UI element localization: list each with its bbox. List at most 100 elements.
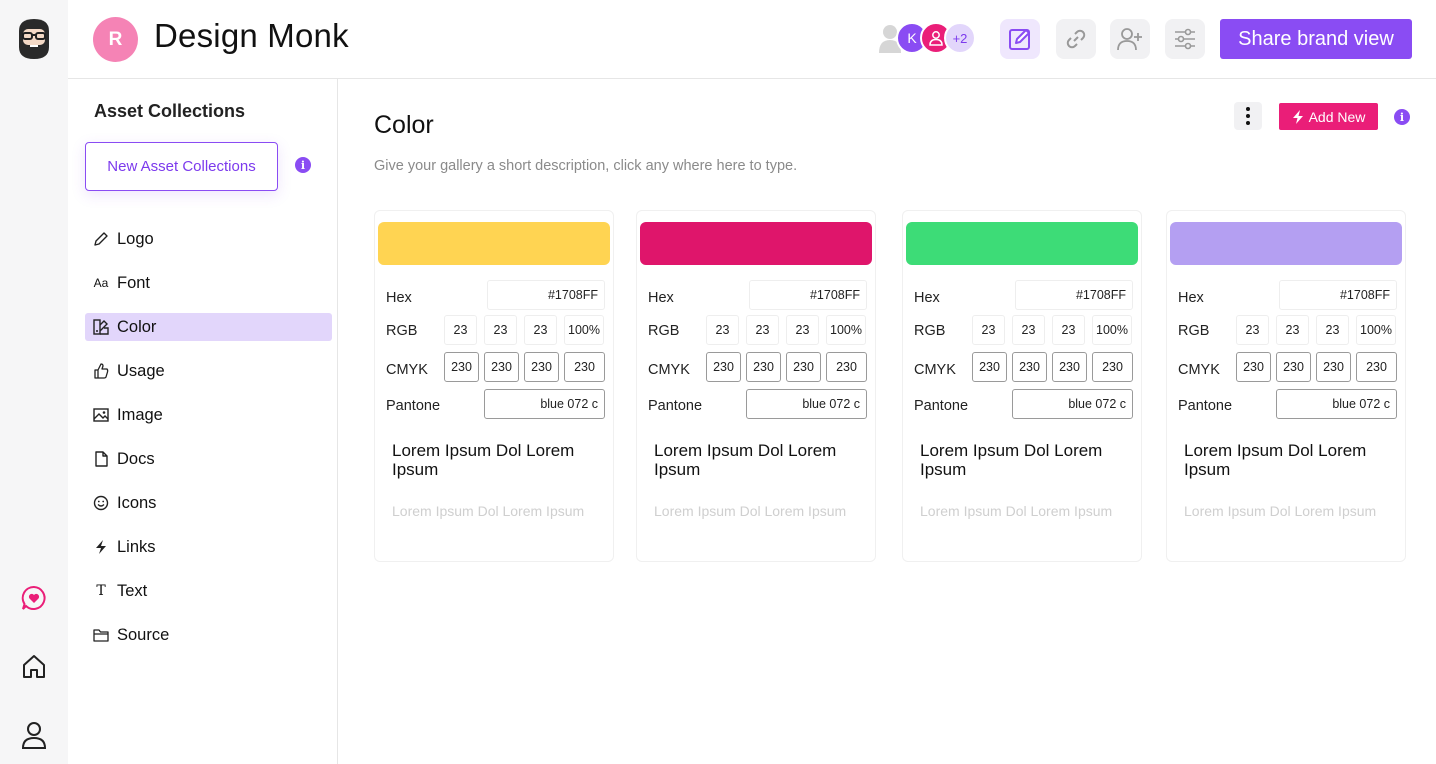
sidebar-item-icons[interactable]: Icons — [85, 489, 332, 517]
rgb-field[interactable]: 100% — [564, 315, 604, 345]
rgb-label: RGB — [648, 323, 680, 339]
link-button[interactable] — [1056, 19, 1096, 59]
cmyk-field[interactable]: 230 — [1356, 352, 1397, 382]
card-subtext[interactable]: Lorem Ipsum Dol Lorem Ipsum — [392, 503, 585, 519]
rgb-field[interactable]: 100% — [1356, 315, 1396, 345]
add-new-button[interactable]: Add New — [1279, 103, 1378, 130]
sidebar-item-label: Color — [117, 317, 157, 336]
rgb-field[interactable]: 23 — [746, 315, 779, 345]
rgb-field[interactable]: 23 — [1316, 315, 1349, 345]
pantone-field[interactable]: blue 072 c — [1012, 389, 1133, 419]
cmyk-label: CMYK — [914, 362, 956, 378]
rgb-field[interactable]: 100% — [826, 315, 866, 345]
pantone-label: Pantone — [1178, 398, 1233, 414]
color-swatch[interactable] — [640, 222, 872, 265]
rgb-field[interactable]: 23 — [484, 315, 517, 345]
hex-label: Hex — [1178, 290, 1204, 306]
rgb-field[interactable]: 23 — [1236, 315, 1269, 345]
home-icon[interactable] — [20, 652, 48, 680]
color-card[interactable]: Hex #1708FF RGB 23 23 23 100% CMYK 230 230 230 230 P… — [636, 210, 876, 562]
heart-chat-icon[interactable] — [20, 584, 48, 612]
collaborator-avatars[interactable]: K +2 — [874, 22, 984, 56]
color-swatch[interactable] — [906, 222, 1138, 265]
color-card[interactable]: Hex #1708FF RGB 23 23 23 100% CMYK 230 230 230 230 P… — [1166, 210, 1406, 562]
sidebar-item-text[interactable]: T Text — [85, 577, 332, 605]
cmyk-label: CMYK — [386, 362, 428, 378]
left-rail — [0, 0, 68, 764]
cmyk-field[interactable]: 230 — [972, 352, 1007, 382]
hex-field[interactable]: #1708FF — [1279, 280, 1397, 310]
rgb-field[interactable]: 23 — [706, 315, 739, 345]
pantone-field[interactable]: blue 072 c — [484, 389, 605, 419]
link-icon — [1066, 29, 1086, 49]
cmyk-field[interactable]: 230 — [1092, 352, 1133, 382]
color-card[interactable]: Hex #1708FF RGB 23 23 23 100% CMYK 230 230 230 230 P… — [902, 210, 1142, 562]
color-card[interactable]: Hex #1708FF RGB 23 23 23 100% CMYK 230 230 230 230 P… — [374, 210, 614, 562]
sidebar-item-label: Icons — [117, 493, 157, 512]
edit-button[interactable] — [1000, 19, 1040, 59]
card-heading[interactable]: Lorem Ipsum Dol Lorem Ipsum — [920, 441, 1103, 479]
cmyk-field[interactable]: 230 — [786, 352, 821, 382]
hex-label: Hex — [648, 290, 674, 306]
sidebar-item-color[interactable]: Color — [85, 313, 332, 341]
color-swatch[interactable] — [378, 222, 610, 265]
pantone-field[interactable]: blue 072 c — [746, 389, 867, 419]
info-icon[interactable]: i — [295, 157, 311, 173]
sidebar-item-docs[interactable]: Docs — [85, 445, 332, 473]
card-subtext[interactable]: Lorem Ipsum Dol Lorem Ipsum — [920, 503, 1113, 519]
info-icon[interactable]: i — [1394, 109, 1410, 125]
sidebar-item-image[interactable]: Image — [85, 401, 332, 429]
more-collaborators-badge[interactable]: +2 — [944, 22, 976, 54]
cmyk-label: CMYK — [648, 362, 690, 378]
share-brand-view-button[interactable]: Share brand view — [1220, 19, 1412, 59]
card-subtext[interactable]: Lorem Ipsum Dol Lorem Ipsum — [654, 503, 847, 519]
cmyk-field[interactable]: 230 — [484, 352, 519, 382]
text-icon: T — [96, 583, 106, 599]
gallery-description[interactable]: Give your gallery a short description, c… — [374, 158, 798, 174]
sidebar-item-usage[interactable]: Usage — [85, 357, 332, 385]
cmyk-field[interactable]: 230 — [564, 352, 605, 382]
sidebar-item-label: Links — [117, 537, 156, 556]
add-user-button[interactable] — [1110, 19, 1150, 59]
sidebar-item-font[interactable]: Aa Font — [85, 269, 332, 297]
cmyk-field[interactable]: 230 — [1012, 352, 1047, 382]
cmyk-field[interactable]: 230 — [746, 352, 781, 382]
cmyk-field[interactable]: 230 — [444, 352, 479, 382]
hex-field[interactable]: #1708FF — [1015, 280, 1133, 310]
monk-logo-icon[interactable] — [15, 17, 53, 61]
bolt-icon — [92, 538, 110, 556]
card-heading[interactable]: Lorem Ipsum Dol Lorem Ipsum — [392, 441, 575, 479]
user-icon[interactable] — [20, 721, 48, 749]
hex-field[interactable]: #1708FF — [749, 280, 867, 310]
cmyk-label: CMYK — [1178, 362, 1220, 378]
rgb-field[interactable]: 23 — [972, 315, 1005, 345]
settings-button[interactable] — [1165, 19, 1205, 59]
cmyk-field[interactable]: 230 — [1236, 352, 1271, 382]
rgb-field[interactable]: 23 — [1276, 315, 1309, 345]
hex-field[interactable]: #1708FF — [487, 280, 605, 310]
rgb-field[interactable]: 23 — [1052, 315, 1085, 345]
rgb-field[interactable]: 23 — [786, 315, 819, 345]
cmyk-field[interactable]: 230 — [826, 352, 867, 382]
sidebar-item-links[interactable]: Links — [85, 533, 332, 561]
cmyk-field[interactable]: 230 — [1276, 352, 1311, 382]
sidebar-item-logo[interactable]: Logo — [85, 225, 332, 253]
cmyk-field[interactable]: 230 — [706, 352, 741, 382]
pantone-field[interactable]: blue 072 c — [1276, 389, 1397, 419]
rgb-field[interactable]: 23 — [524, 315, 557, 345]
new-asset-collections-button[interactable]: New Asset Collections — [85, 142, 278, 191]
cmyk-field[interactable]: 230 — [1052, 352, 1087, 382]
card-heading[interactable]: Lorem Ipsum Dol Lorem Ipsum — [1184, 441, 1367, 479]
more-options-button[interactable] — [1234, 102, 1262, 130]
cmyk-field[interactable]: 230 — [1316, 352, 1351, 382]
workspace-avatar[interactable]: R — [93, 17, 138, 62]
sidebar-item-source[interactable]: Source — [85, 621, 332, 649]
rgb-field[interactable]: 23 — [1012, 315, 1045, 345]
cmyk-field[interactable]: 230 — [524, 352, 559, 382]
color-swatch[interactable] — [1170, 222, 1402, 265]
rgb-field[interactable]: 100% — [1092, 315, 1132, 345]
folder-icon — [92, 626, 110, 644]
card-heading[interactable]: Lorem Ipsum Dol Lorem Ipsum — [654, 441, 837, 479]
rgb-field[interactable]: 23 — [444, 315, 477, 345]
card-subtext[interactable]: Lorem Ipsum Dol Lorem Ipsum — [1184, 503, 1377, 519]
